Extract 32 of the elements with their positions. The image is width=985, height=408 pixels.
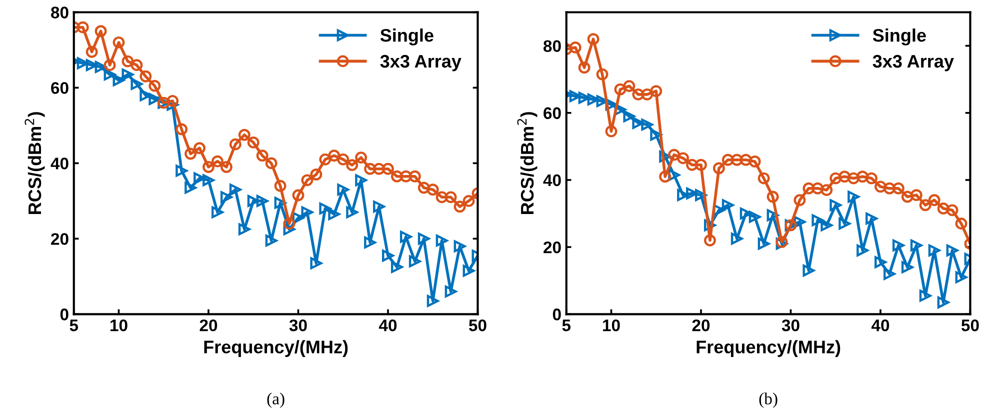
legend-label: Single xyxy=(872,28,926,46)
legend-label: Single xyxy=(380,28,434,46)
x-tick-label: 20 xyxy=(200,319,218,332)
x-axis-title: Frequency/(MHz) xyxy=(696,340,840,357)
x-tick-label: 50 xyxy=(961,319,979,332)
y-tick-label: 60 xyxy=(544,107,561,120)
y-tick-label: 80 xyxy=(51,6,68,18)
x-tick-label: 10 xyxy=(110,319,128,332)
x-tick-label: 40 xyxy=(871,319,890,332)
x-tick-label: 50 xyxy=(468,319,486,332)
y-tick-label: 60 xyxy=(51,82,68,94)
x-axis-title: Frequency/(MHz) xyxy=(204,340,348,357)
x-tick-label: 40 xyxy=(378,319,397,332)
y-axis-title: RCS/(dBm$^{2}$) xyxy=(517,112,538,214)
y-tick-label: 80 xyxy=(544,40,561,52)
x-tick-label: 5 xyxy=(70,320,78,332)
y-tick-label: 40 xyxy=(543,174,561,186)
x-tick-label: 30 xyxy=(289,319,307,332)
y-axis-title: RCS/(dBm$^{2}$) xyxy=(24,112,45,214)
x-tick-label: 5 xyxy=(562,320,571,332)
legend-label: 3x3 Array xyxy=(872,54,954,72)
y-tick-label: 20 xyxy=(51,233,68,245)
text: (b) xyxy=(759,392,778,408)
text: (a) xyxy=(267,392,284,408)
x-tick-label: 20 xyxy=(692,319,710,332)
y-tick-label: 40 xyxy=(50,158,68,170)
y-tick-label: 0 xyxy=(552,308,561,320)
y-tick-label: 20 xyxy=(544,241,561,254)
x-tick-label: 30 xyxy=(782,319,800,332)
legend-label: 3x3 Array xyxy=(380,54,462,72)
x-tick-label: 10 xyxy=(603,319,620,332)
y-tick-label: 0 xyxy=(60,308,68,320)
